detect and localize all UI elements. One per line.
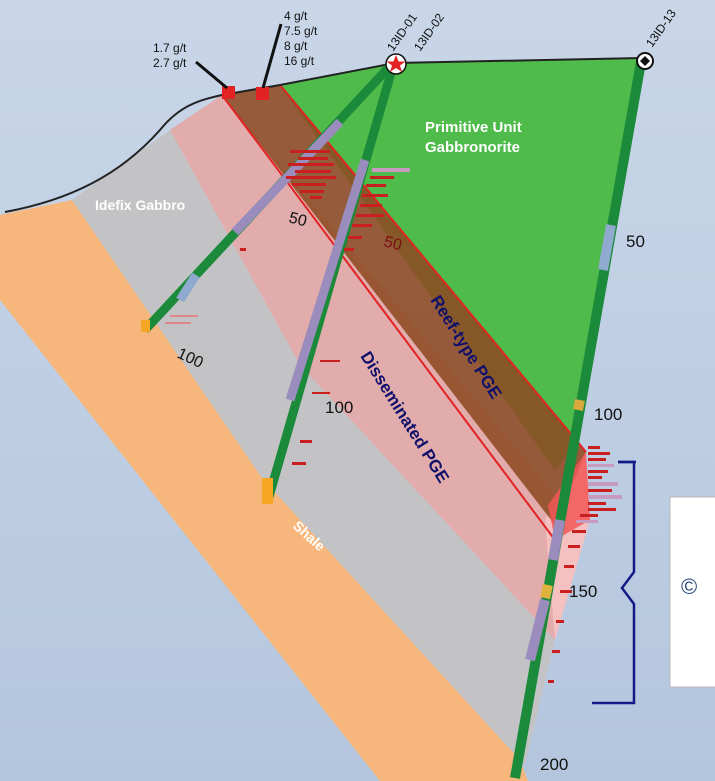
inset-glyph: © bbox=[681, 574, 697, 599]
depth-label: 50 bbox=[626, 232, 645, 251]
grade-leader-right bbox=[261, 23, 283, 89]
grade-label: 16 g/t bbox=[284, 54, 315, 68]
grade-leader-left bbox=[195, 60, 228, 90]
topographic-surface bbox=[4, 57, 641, 213]
grade-label: 8 g/t bbox=[284, 39, 308, 53]
reef-bottom-outline bbox=[221, 94, 556, 541]
depth-label: 100 bbox=[325, 398, 353, 417]
depth-label: 150 bbox=[569, 582, 597, 601]
reef-top-outline bbox=[279, 84, 587, 453]
grade-label: 4 g/t bbox=[284, 9, 308, 23]
grade-label: 2.7 g/t bbox=[153, 56, 187, 70]
grade-label: 7.5 g/t bbox=[284, 24, 318, 38]
star-icon bbox=[386, 55, 406, 72]
depth-label: 50 bbox=[287, 209, 309, 230]
grade-label: 1.7 g/t bbox=[153, 41, 187, 55]
drillhole-13id-02 bbox=[262, 53, 407, 504]
assay-bars-13id-02 bbox=[292, 168, 410, 465]
drillhole-label-13id-13: 13ID-13 bbox=[643, 6, 679, 49]
assay-bars-13id-01 bbox=[165, 150, 336, 324]
depth-label: 100 bbox=[594, 405, 622, 424]
drillhole-13id-13 bbox=[510, 52, 654, 779]
surface-sample-marker-left bbox=[222, 86, 235, 99]
assay-bars-13id-13 bbox=[548, 446, 622, 683]
unit-label-idefix: Idefix Gabbro bbox=[95, 197, 185, 213]
surface-sample-marker-right bbox=[256, 87, 269, 100]
inset-panel bbox=[669, 496, 715, 688]
idefix-gabbro-unit bbox=[72, 130, 555, 765]
depth-label: 50 bbox=[382, 233, 404, 254]
diamond-icon bbox=[640, 56, 650, 66]
depth-label: 200 bbox=[540, 755, 568, 774]
disseminated-zone bbox=[170, 95, 580, 640]
unit-label-primitive: Primitive Unit bbox=[425, 119, 522, 136]
unit-label-gabbronorite: Gabbronorite bbox=[425, 139, 520, 156]
reef-zone bbox=[222, 85, 586, 525]
